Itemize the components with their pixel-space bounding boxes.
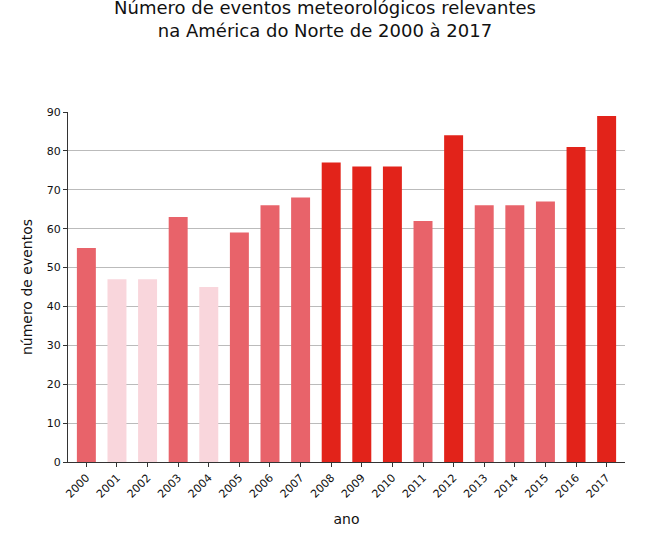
svg-text:2003: 2003	[155, 472, 184, 501]
svg-text:10: 10	[47, 417, 61, 430]
svg-text:2002: 2002	[125, 472, 154, 501]
svg-text:2015: 2015	[522, 472, 551, 501]
svg-text:60: 60	[47, 223, 61, 236]
svg-text:2006: 2006	[247, 472, 276, 501]
svg-text:90: 90	[47, 106, 61, 119]
svg-text:2010: 2010	[369, 472, 398, 501]
svg-text:ano: ano	[333, 511, 359, 527]
svg-text:2000: 2000	[63, 472, 92, 501]
svg-text:2008: 2008	[308, 472, 337, 501]
svg-text:2004: 2004	[186, 472, 215, 501]
svg-text:2012: 2012	[431, 472, 460, 501]
svg-text:20: 20	[47, 378, 61, 391]
svg-text:0: 0	[54, 456, 61, 469]
svg-text:2016: 2016	[553, 472, 582, 501]
svg-text:Número de eventos meteorológic: Número de eventos meteorológicos relevan…	[114, 0, 536, 41]
svg-text:2017: 2017	[584, 472, 613, 501]
svg-text:70: 70	[47, 184, 61, 197]
svg-text:2001: 2001	[94, 472, 123, 501]
svg-text:50: 50	[47, 261, 61, 274]
svg-text:2011: 2011	[400, 472, 429, 501]
svg-text:2014: 2014	[492, 472, 521, 501]
svg-text:30: 30	[47, 339, 61, 352]
svg-text:2005: 2005	[216, 472, 245, 501]
svg-text:2013: 2013	[461, 472, 490, 501]
svg-text:2009: 2009	[339, 472, 368, 501]
svg-text:2007: 2007	[278, 472, 307, 501]
svg-text:número de eventos: número de eventos	[19, 219, 35, 355]
svg-text:80: 80	[47, 145, 61, 158]
svg-text:40: 40	[47, 300, 61, 313]
